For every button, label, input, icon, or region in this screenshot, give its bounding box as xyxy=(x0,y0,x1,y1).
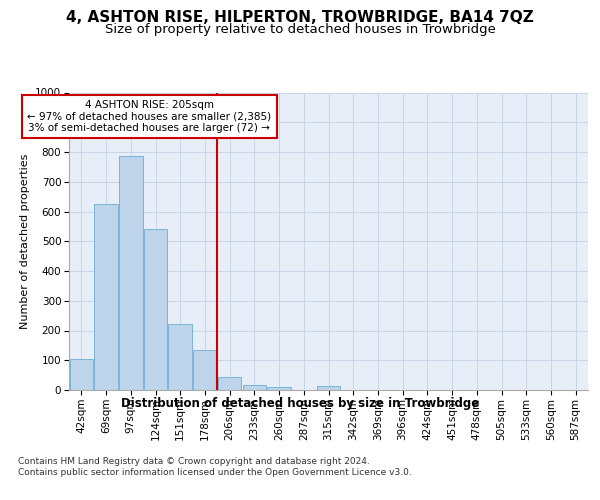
Bar xyxy=(193,350,217,390)
Text: 4 ASHTON RISE: 205sqm
← 97% of detached houses are smaller (2,385)
3% of semi-de: 4 ASHTON RISE: 205sqm ← 97% of detached … xyxy=(27,100,271,133)
Text: Size of property relative to detached houses in Trowbridge: Size of property relative to detached ho… xyxy=(104,22,496,36)
Bar xyxy=(268,387,291,390)
Bar xyxy=(242,385,266,390)
Bar xyxy=(218,377,241,390)
Bar xyxy=(70,360,93,390)
Text: 4, ASHTON RISE, HILPERTON, TROWBRIDGE, BA14 7QZ: 4, ASHTON RISE, HILPERTON, TROWBRIDGE, B… xyxy=(66,10,534,25)
Bar xyxy=(94,204,118,390)
Bar xyxy=(119,156,143,390)
Y-axis label: Number of detached properties: Number of detached properties xyxy=(20,154,29,329)
Text: Distribution of detached houses by size in Trowbridge: Distribution of detached houses by size … xyxy=(121,398,479,410)
Bar xyxy=(144,230,167,390)
Bar xyxy=(169,324,192,390)
Bar xyxy=(317,386,340,390)
Text: Contains HM Land Registry data © Crown copyright and database right 2024.
Contai: Contains HM Land Registry data © Crown c… xyxy=(18,458,412,477)
